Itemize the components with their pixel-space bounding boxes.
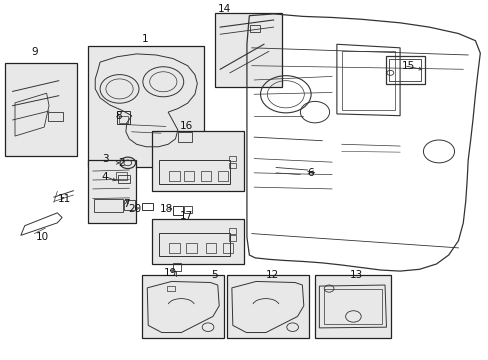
Text: 16: 16 (179, 121, 192, 131)
Bar (228, 235, 236, 241)
Bar (217, 171, 228, 181)
Text: 10: 10 (36, 232, 49, 242)
Bar (166, 286, 175, 292)
Text: 18: 18 (160, 203, 173, 213)
Text: 9: 9 (31, 47, 38, 57)
Bar (324, 289, 381, 324)
Bar (142, 275, 224, 338)
Text: 14: 14 (217, 4, 230, 14)
Bar (48, 112, 62, 121)
Text: 17: 17 (179, 211, 192, 221)
Text: 5: 5 (211, 270, 217, 280)
Bar (250, 24, 260, 32)
Bar (388, 59, 421, 81)
Bar (183, 171, 194, 181)
Text: 4: 4 (102, 172, 108, 182)
Text: 20: 20 (128, 203, 142, 213)
Bar (119, 116, 127, 123)
Bar (118, 175, 129, 183)
Bar (172, 206, 183, 215)
Bar (183, 206, 192, 213)
Bar (159, 233, 229, 256)
Text: 7: 7 (123, 199, 130, 209)
Text: 12: 12 (265, 270, 279, 280)
Bar (201, 171, 211, 181)
Bar (385, 56, 425, 84)
Bar (5, 63, 77, 156)
Text: 19: 19 (163, 268, 177, 278)
Text: 6: 6 (306, 168, 313, 178)
Bar (117, 111, 129, 124)
Bar (341, 51, 394, 111)
Bar (178, 132, 192, 142)
Bar (205, 243, 216, 253)
Bar (169, 243, 180, 253)
Bar (314, 275, 390, 338)
Text: 1: 1 (141, 34, 148, 44)
Bar (88, 46, 203, 167)
Bar (116, 172, 126, 180)
Text: 2: 2 (119, 158, 125, 168)
Text: 8: 8 (115, 111, 121, 121)
Bar (169, 171, 180, 181)
Text: 15: 15 (402, 61, 415, 71)
Text: 13: 13 (349, 270, 362, 280)
Bar (186, 243, 197, 253)
Bar (222, 243, 233, 253)
Bar (159, 160, 229, 184)
Bar (94, 199, 122, 212)
Bar (152, 131, 244, 192)
Bar (142, 203, 153, 210)
Bar (172, 263, 181, 271)
Bar (123, 200, 134, 210)
Bar (215, 13, 282, 87)
Bar (152, 219, 244, 264)
Text: 3: 3 (102, 154, 109, 164)
Bar (228, 228, 236, 234)
Bar (226, 275, 308, 338)
Text: 11: 11 (58, 194, 71, 203)
Bar (228, 163, 236, 168)
Bar (228, 156, 236, 161)
Bar (88, 160, 135, 223)
